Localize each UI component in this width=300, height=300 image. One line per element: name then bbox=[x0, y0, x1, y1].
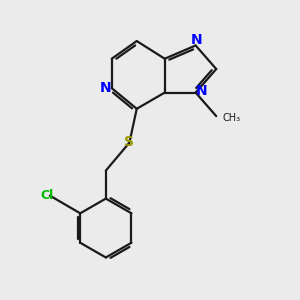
Text: S: S bbox=[124, 135, 134, 149]
Text: Cl: Cl bbox=[40, 188, 54, 202]
Text: CH₃: CH₃ bbox=[223, 112, 241, 123]
Text: N: N bbox=[190, 33, 202, 47]
Text: N: N bbox=[196, 84, 207, 98]
Text: N: N bbox=[99, 81, 111, 95]
